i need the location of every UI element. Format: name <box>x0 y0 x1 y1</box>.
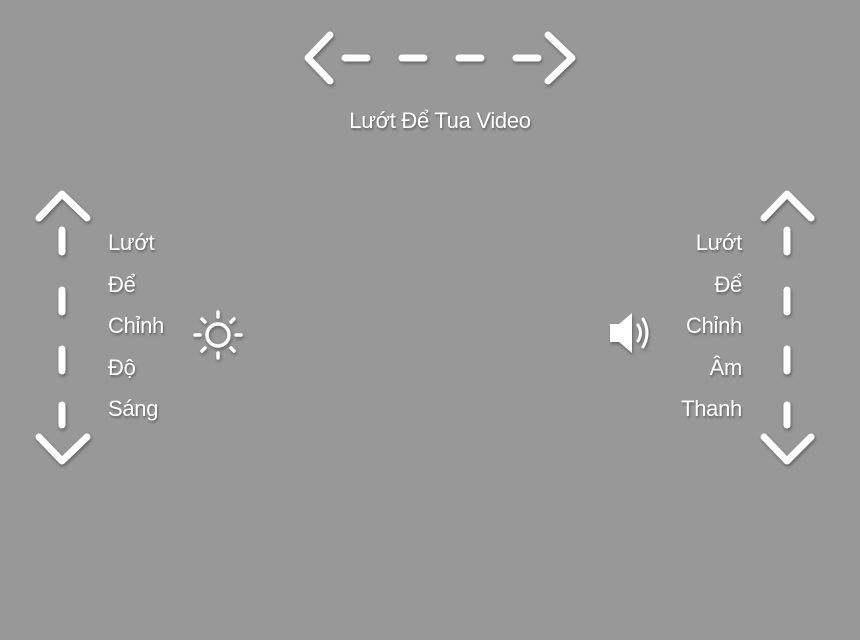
brightness-hint-word: Độ <box>108 354 136 380</box>
volume-hint-word: Chỉnh <box>686 313 742 338</box>
volume-hint-word: Để <box>714 271 742 297</box>
speaker-icon <box>610 313 649 353</box>
seek-hint-label: Lướt Để Tua Video <box>349 108 531 133</box>
horizontal-swipe-arrow-icon <box>304 31 576 85</box>
brightness-hint-word: Để <box>108 271 136 297</box>
volume-hint-word: Lướt <box>695 230 743 255</box>
brightness-hint-word: Sáng <box>108 396 159 421</box>
volume-swipe-arrow-icon <box>760 190 815 465</box>
brightness-hint-word: Lướt <box>108 230 155 255</box>
volume-hint-word: Thanh <box>681 396 742 421</box>
volume-hint-word: Âm <box>709 354 743 380</box>
sun-icon <box>193 310 243 360</box>
brightness-hint-word: Chỉnh <box>108 313 164 338</box>
brightness-hint-label: Lướt Để Chỉnh Độ Sáng <box>108 232 164 440</box>
brightness-swipe-arrow-icon <box>35 190 91 465</box>
volume-hint-label: Lướt Để Chỉnh Âm Thanh <box>620 232 742 440</box>
